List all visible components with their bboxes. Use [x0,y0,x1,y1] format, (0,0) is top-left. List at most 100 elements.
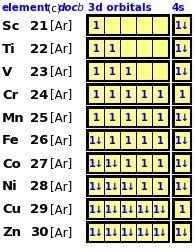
Bar [174,200,190,218]
Bar [174,86,190,104]
Bar [136,17,152,35]
Bar [87,108,169,128]
Bar [152,40,168,58]
Text: b: b [74,3,87,13]
Bar [88,132,104,149]
Text: Ni: Ni [2,180,18,193]
Text: 1↓: 1↓ [175,158,190,168]
Text: 1↓: 1↓ [175,136,190,145]
Text: 1↓: 1↓ [104,158,119,168]
Text: 1↓: 1↓ [137,227,152,237]
Text: 21: 21 [30,19,48,32]
Text: doc: doc [58,3,79,13]
Text: 1: 1 [109,113,115,122]
Text: 1: 1 [141,181,147,191]
Text: 1: 1 [109,44,115,54]
Bar [136,200,152,218]
Text: 1↓: 1↓ [89,227,103,237]
Text: 1↓: 1↓ [89,204,103,214]
Bar [88,63,104,81]
Text: 1↓: 1↓ [175,67,190,77]
Text: 4s: 4s [172,3,185,13]
Bar [173,108,191,128]
Text: Cr: Cr [2,88,18,101]
Bar [174,109,190,127]
Text: 3d orbitals: 3d orbitals [88,3,152,13]
Bar [136,177,152,195]
Text: Sc: Sc [2,19,19,32]
Bar [173,85,191,105]
Text: 1: 1 [109,90,115,100]
Text: [Ar]: [Ar] [50,42,72,55]
Text: 1: 1 [141,158,147,168]
Bar [104,200,120,218]
Text: 26: 26 [30,134,48,147]
Bar [104,40,120,58]
Text: 1: 1 [157,90,163,100]
Bar [136,63,152,81]
Text: V: V [2,65,12,78]
Bar [173,153,191,173]
Bar [120,40,136,58]
Text: [Ar]: [Ar] [50,19,72,32]
Bar [120,154,136,172]
Text: 24: 24 [30,88,48,101]
Bar [104,86,120,104]
Text: 1↓: 1↓ [175,113,190,122]
Bar [120,200,136,218]
Bar [136,109,152,127]
Text: 1↓: 1↓ [89,136,103,145]
Text: 30: 30 [30,226,48,239]
Bar [104,177,120,195]
Text: 1↓: 1↓ [175,227,190,237]
Bar [87,16,169,36]
Bar [152,177,168,195]
Bar [120,86,136,104]
Bar [136,223,152,241]
Bar [136,132,152,149]
Text: 1: 1 [141,90,147,100]
Bar [120,177,136,195]
Text: 1: 1 [179,90,185,100]
Bar [87,39,169,59]
Text: 1: 1 [125,113,131,122]
Text: Zn: Zn [2,226,21,239]
Bar [88,40,104,58]
Text: 1: 1 [109,67,115,77]
Text: 1↓: 1↓ [175,44,190,54]
Bar [174,223,190,241]
Text: 22: 22 [30,42,48,55]
Text: 1↓: 1↓ [152,204,167,214]
Text: 1↓: 1↓ [104,181,119,191]
Text: [Ar]: [Ar] [50,134,72,147]
Bar [120,63,136,81]
Text: 1: 1 [157,158,163,168]
Bar [120,132,136,149]
Bar [87,199,169,219]
Bar [173,39,191,59]
Bar [152,200,168,218]
Text: 1↓: 1↓ [121,181,135,191]
Text: 1↓: 1↓ [152,227,167,237]
Bar [136,154,152,172]
Text: [Ar]: [Ar] [50,226,72,239]
Bar [152,63,168,81]
Text: 1↓: 1↓ [175,21,190,31]
Bar [152,154,168,172]
Bar [104,132,120,149]
Bar [88,109,104,127]
Text: 1↓: 1↓ [121,227,135,237]
Bar [88,223,104,241]
Text: 23: 23 [30,65,48,78]
Text: Fe: Fe [2,134,20,147]
Bar [174,63,190,81]
Text: 1: 1 [141,113,147,122]
Bar [87,176,169,196]
Text: [Ar]: [Ar] [50,203,72,216]
Text: 1: 1 [125,67,131,77]
Text: 1: 1 [93,90,99,100]
Text: [Ar]: [Ar] [50,111,72,124]
Text: 1: 1 [109,136,115,145]
Bar [88,154,104,172]
Text: element: element [2,3,50,13]
